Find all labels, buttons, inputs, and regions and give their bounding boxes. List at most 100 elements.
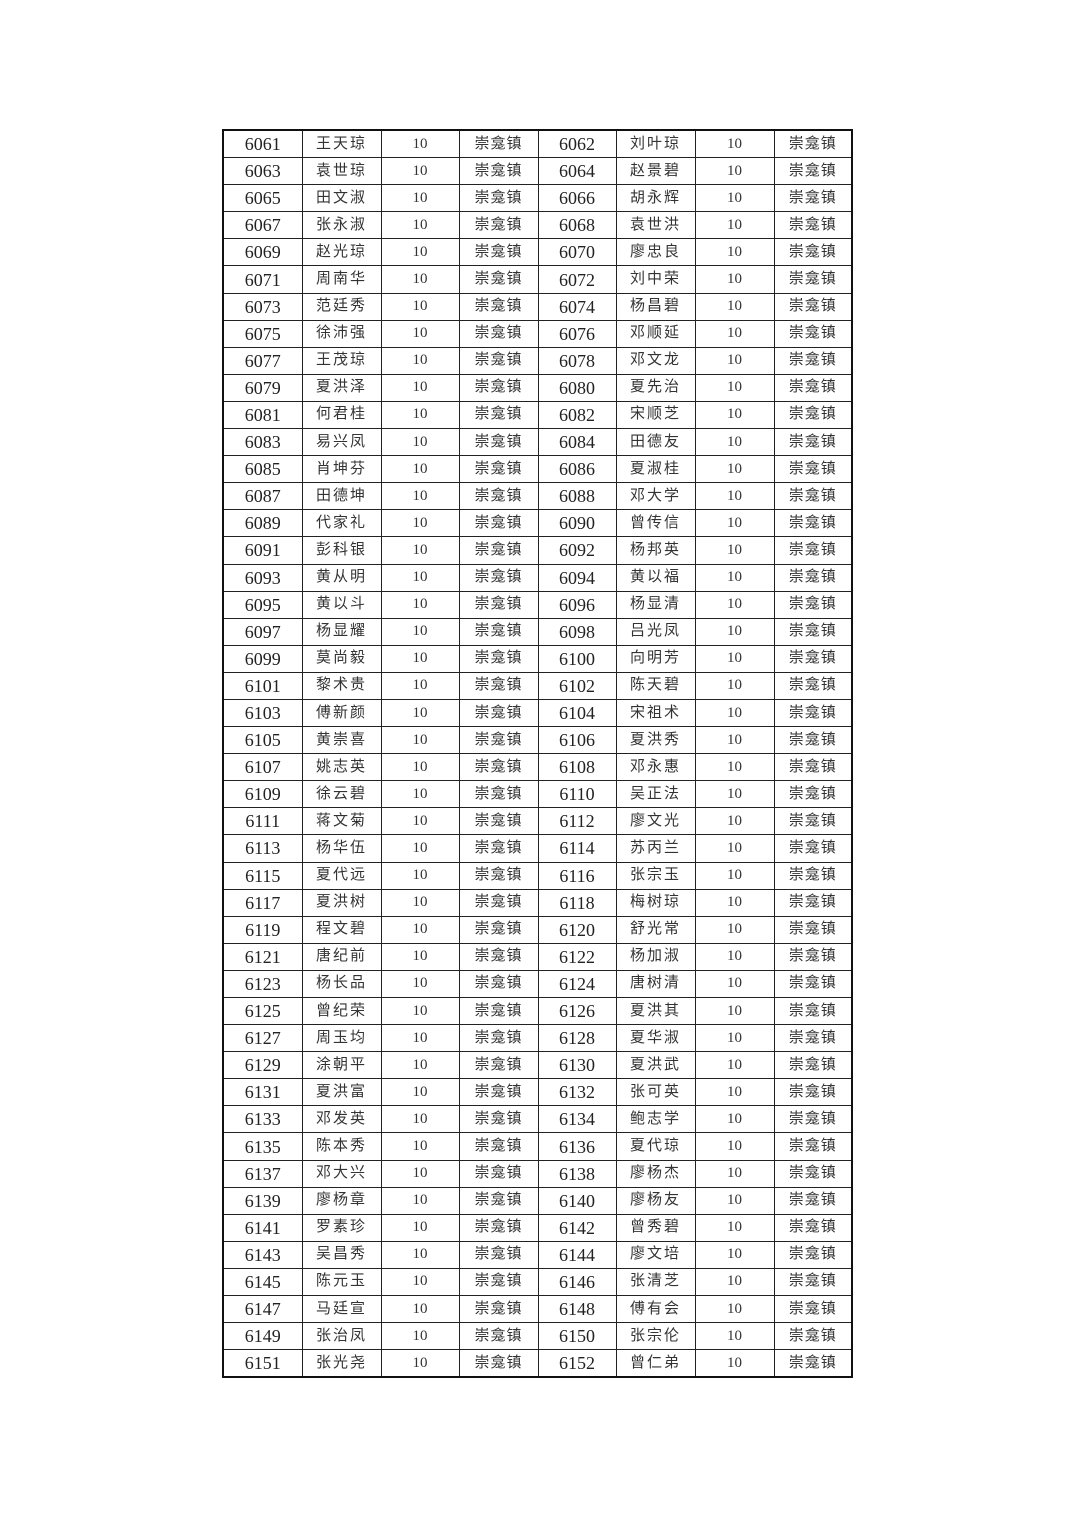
town-cell: 崇龛镇 — [458, 346, 539, 375]
table-row: 6091 彭科银 10 崇龛镇 6092 杨邦英 10 崇龛镇 — [222, 536, 853, 565]
name-cell: 夏淑桂 — [615, 455, 696, 484]
amount-cell: 10 — [380, 157, 460, 186]
record-id-cell: 6147 — [222, 1295, 303, 1324]
name-cell: 夏洪其 — [615, 996, 696, 1026]
amount-cell: 10 — [380, 563, 460, 592]
town-cell: 崇龛镇 — [773, 807, 853, 836]
name-cell: 杨显清 — [615, 590, 696, 619]
name-cell: 吕光凤 — [615, 617, 696, 646]
table-row: 6089 代家礼 10 崇龛镇 6090 曾传信 10 崇龛镇 — [222, 509, 853, 538]
table-row: 6117 夏洪树 10 崇龛镇 6118 梅树琼 10 崇龛镇 — [222, 888, 853, 917]
name-cell: 陈本秀 — [301, 1132, 382, 1161]
record-id-cell: 6112 — [537, 807, 617, 836]
town-cell: 崇龛镇 — [458, 265, 539, 294]
name-cell: 夏代琼 — [615, 1132, 696, 1161]
amount-cell: 10 — [694, 1159, 775, 1188]
amount-cell: 10 — [694, 780, 775, 809]
amount-cell: 10 — [380, 1295, 460, 1324]
record-id-cell: 6146 — [537, 1267, 617, 1297]
table-row: 6099 莫尚毅 10 崇龛镇 6100 向明芳 10 崇龛镇 — [222, 644, 853, 673]
amount-cell: 10 — [694, 482, 775, 511]
town-cell: 崇龛镇 — [458, 1186, 539, 1215]
town-cell: 崇龛镇 — [773, 888, 853, 917]
record-id-cell: 6152 — [537, 1349, 617, 1378]
record-id-cell: 6071 — [222, 265, 303, 294]
amount-cell: 10 — [694, 1267, 775, 1297]
amount-cell: 10 — [694, 1105, 775, 1134]
amount-cell: 10 — [380, 753, 460, 782]
record-id-cell: 6103 — [222, 698, 303, 728]
town-cell: 崇龛镇 — [773, 238, 853, 267]
name-cell: 鲍志学 — [615, 1105, 696, 1134]
name-cell: 夏华淑 — [615, 1024, 696, 1053]
name-cell: 邓文龙 — [615, 346, 696, 375]
amount-cell: 10 — [380, 1240, 460, 1269]
amount-cell: 10 — [694, 1078, 775, 1107]
town-cell: 崇龛镇 — [773, 1051, 853, 1080]
name-cell: 黄崇喜 — [301, 726, 382, 755]
name-cell: 廖杨友 — [615, 1186, 696, 1215]
record-id-cell: 6082 — [537, 400, 617, 430]
town-cell: 崇龛镇 — [773, 129, 853, 159]
record-id-cell: 6107 — [222, 753, 303, 782]
town-cell: 崇龛镇 — [458, 1295, 539, 1324]
name-cell: 邓大学 — [615, 482, 696, 511]
amount-cell: 10 — [694, 834, 775, 863]
record-id-cell: 6115 — [222, 861, 303, 890]
amount-cell: 10 — [694, 238, 775, 267]
town-cell: 崇龛镇 — [773, 1240, 853, 1269]
amount-cell: 10 — [694, 807, 775, 836]
record-id-cell: 6121 — [222, 942, 303, 971]
town-cell: 崇龛镇 — [458, 428, 539, 457]
name-cell: 廖文光 — [615, 807, 696, 836]
record-id-cell: 6145 — [222, 1267, 303, 1297]
table-row: 6083 易兴凤 10 崇龛镇 6084 田德友 10 崇龛镇 — [222, 428, 853, 457]
table-row: 6077 王茂琼 10 崇龛镇 6078 邓文龙 10 崇龛镇 — [222, 346, 853, 375]
table-row: 6069 赵光琼 10 崇龛镇 6070 廖忠良 10 崇龛镇 — [222, 238, 853, 267]
amount-cell: 10 — [380, 319, 460, 348]
amount-cell: 10 — [694, 1024, 775, 1053]
record-id-cell: 6093 — [222, 563, 303, 592]
town-cell: 崇龛镇 — [773, 1186, 853, 1215]
town-cell: 崇龛镇 — [773, 726, 853, 755]
record-id-cell: 6069 — [222, 238, 303, 267]
name-cell: 彭科银 — [301, 536, 382, 565]
town-cell: 崇龛镇 — [458, 888, 539, 917]
amount-cell: 10 — [380, 969, 460, 999]
town-cell: 崇龛镇 — [773, 861, 853, 890]
town-cell: 崇龛镇 — [773, 780, 853, 809]
name-cell: 陈元玉 — [301, 1267, 382, 1297]
town-cell: 崇龛镇 — [458, 1051, 539, 1080]
record-id-cell: 6075 — [222, 319, 303, 348]
table-row: 6109 徐云碧 10 崇龛镇 6110 吴正法 10 崇龛镇 — [222, 780, 853, 809]
name-cell: 夏洪树 — [301, 888, 382, 917]
amount-cell: 10 — [380, 211, 460, 240]
name-cell: 张宗玉 — [615, 861, 696, 890]
amount-cell: 10 — [694, 726, 775, 755]
record-id-cell: 6151 — [222, 1349, 303, 1378]
record-id-cell: 6122 — [537, 942, 617, 971]
record-id-cell: 6089 — [222, 509, 303, 538]
amount-cell: 10 — [694, 373, 775, 402]
name-cell: 田文淑 — [301, 184, 382, 213]
amount-cell: 10 — [380, 590, 460, 619]
town-cell: 崇龛镇 — [458, 834, 539, 863]
record-id-cell: 6101 — [222, 671, 303, 700]
record-id-cell: 6083 — [222, 428, 303, 457]
amount-cell: 10 — [694, 888, 775, 917]
table-row: 6115 夏代远 10 崇龛镇 6116 张宗玉 10 崇龛镇 — [222, 861, 853, 890]
amount-cell: 10 — [694, 1186, 775, 1215]
town-cell: 崇龛镇 — [773, 265, 853, 294]
amount-cell: 10 — [694, 428, 775, 457]
town-cell: 崇龛镇 — [458, 129, 539, 159]
amount-cell: 10 — [380, 1051, 460, 1080]
table-row: 6085 肖坤芬 10 崇龛镇 6086 夏淑桂 10 崇龛镇 — [222, 455, 853, 484]
record-id-cell: 6095 — [222, 590, 303, 619]
record-id-cell: 6136 — [537, 1132, 617, 1161]
town-cell: 崇龛镇 — [773, 1105, 853, 1134]
amount-cell: 10 — [380, 184, 460, 213]
name-cell: 廖文培 — [615, 1240, 696, 1269]
amount-cell: 10 — [380, 536, 460, 565]
amount-cell: 10 — [380, 238, 460, 267]
town-cell: 崇龛镇 — [773, 590, 853, 619]
